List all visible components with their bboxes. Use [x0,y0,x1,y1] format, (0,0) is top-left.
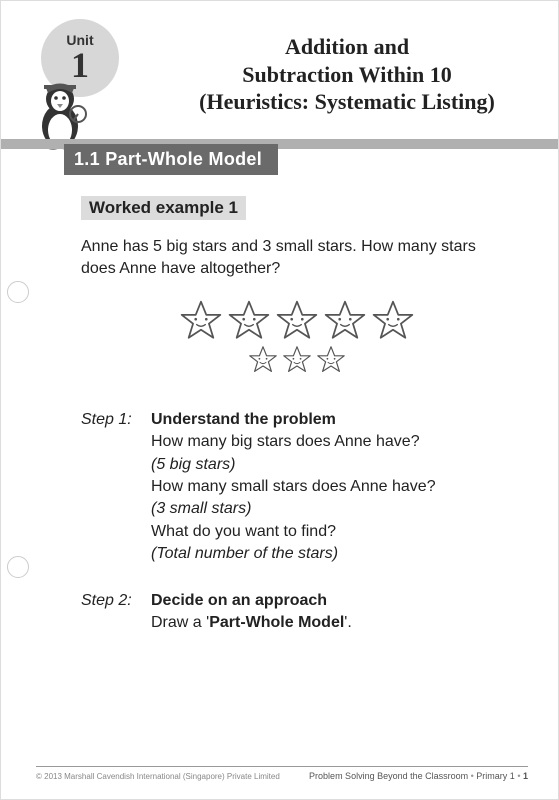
footer-right: Problem Solving Beyond the Classroom • P… [309,771,528,781]
big-star-icon [179,311,223,328]
title-line-2: Subtraction Within 10 [166,61,528,89]
footer-title: Problem Solving Beyond the Classroom [309,771,468,781]
big-star-icon [275,311,319,328]
step-block: Step 2:Decide on an approachDraw a 'Part… [81,590,513,635]
page-footer: © 2013 Marshall Cavendish International … [36,766,528,781]
footer-page: 1 [523,771,528,781]
steps-container: Step 1:Understand the problemHow many bi… [81,409,513,635]
step-label: Step 1: [81,409,151,431]
copyright-text: © 2013 Marshall Cavendish International … [36,772,280,781]
step-row: Step 2:Decide on an approachDraw a 'Part… [81,590,513,635]
step-line-pre: Draw a ' [151,614,209,631]
step-label: Step 2: [81,590,151,612]
worked-example-label: Worked example 1 [81,196,246,220]
problem-text: Anne has 5 big stars and 3 small stars. … [81,236,513,281]
unit-number: 1 [71,47,89,83]
big-stars-row [81,299,513,343]
small-star-icon [316,350,346,367]
step-line-bold: Part-Whole Model [209,614,344,631]
binder-hole [7,556,29,578]
step-block: Step 1:Understand the problemHow many bi… [81,409,513,566]
step-body: Understand the problemHow many big stars… [151,409,513,566]
binder-hole [7,281,29,303]
big-star-icon [371,311,415,328]
small-stars-row [81,345,513,375]
step-line: How many big stars does Anne have? [151,431,513,453]
small-star-icon [248,350,278,367]
section-heading: 1.1 Part-Whole Model [64,144,278,175]
step-row: Step 1:Understand the problemHow many bi… [81,409,513,566]
step-line: (5 big stars) [151,454,513,476]
small-star-icon [282,350,312,367]
step-line: What do you want to find? [151,521,513,543]
title-line-1: Addition and [166,33,528,61]
step-body: Decide on an approachDraw a 'Part-Whole … [151,590,513,635]
page-title: Addition and Subtraction Within 10 (Heur… [166,33,528,116]
worksheet-page: Unit 1 Addition and Subtraction Within 1… [0,0,559,800]
step-heading: Decide on an approach [151,590,513,612]
big-star-icon [227,311,271,328]
content-area: Worked example 1 Anne has 5 big stars an… [81,196,513,634]
step-line: (Total number of the stars) [151,543,513,565]
step-line: How many small stars does Anne have? [151,476,513,498]
step-line: Draw a 'Part-Whole Model'. [151,612,513,634]
step-line-post: '. [344,614,352,631]
big-star-icon [323,311,367,328]
step-line: (3 small stars) [151,498,513,520]
footer-level: Primary 1 [476,771,515,781]
title-line-3: (Heuristics: Systematic Listing) [166,88,528,116]
step-heading: Understand the problem [151,409,513,431]
